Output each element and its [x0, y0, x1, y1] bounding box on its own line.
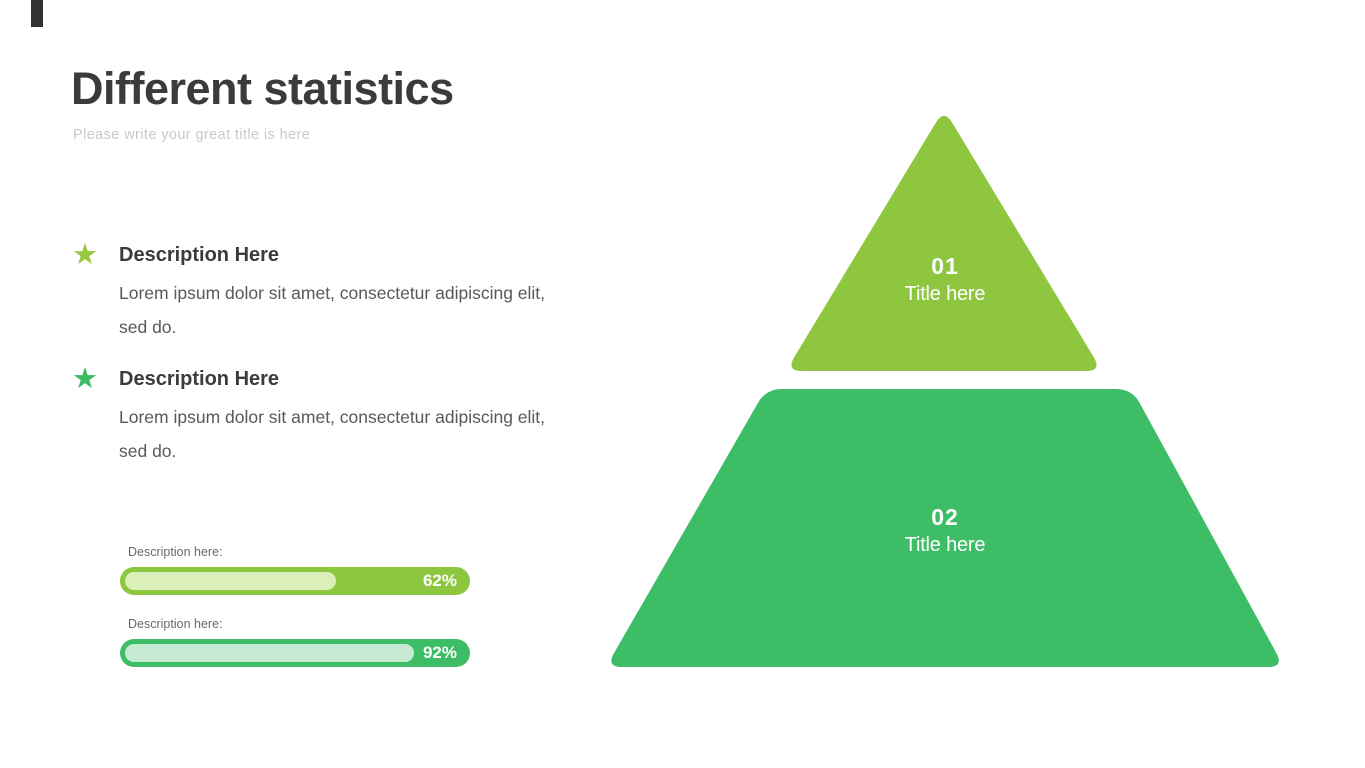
- pyramid-level-1-label: 01 Title here: [595, 252, 1295, 308]
- bullet-heading: Description Here: [119, 244, 280, 266]
- pyramid-level-title: Title here: [904, 534, 986, 556]
- pyramid-bottom-trapezoid: [611, 389, 1279, 667]
- progress-fill: [125, 644, 414, 662]
- page-subtitle: Please write your great title is here: [73, 127, 311, 143]
- pyramid-diagram: 01 Title here 02 Title here: [595, 95, 1295, 680]
- progress-bars-section: Description here: 62% Description here: …: [120, 545, 470, 667]
- pyramid-level-number: 01: [931, 253, 959, 279]
- progress-value: 62%: [422, 571, 457, 590]
- bullet-item-2: ★ Description Here Lorem ipsum dolor sit…: [72, 363, 592, 468]
- pyramid-shapes: [611, 115, 1279, 667]
- pyramid-level-number: 02: [931, 504, 959, 530]
- progress-bar-62: 62%: [120, 567, 470, 595]
- bullet-list: ★ Description Here Lorem ipsum dolor sit…: [72, 239, 592, 468]
- progress-group-1: Description here: 62%: [120, 545, 470, 595]
- bullet-body-text: Lorem ipsum dolor sit amet, consectetur …: [119, 283, 546, 337]
- page-title: Different statistics: [71, 63, 454, 114]
- star-icon: ★: [72, 363, 98, 395]
- progress-track: [125, 644, 465, 662]
- progress-label: Description here:: [128, 545, 223, 559]
- bullet-item-1: ★ Description Here Lorem ipsum dolor sit…: [72, 239, 592, 344]
- bullet-heading: Description Here: [119, 368, 280, 390]
- pyramid-top-triangle: [791, 115, 1097, 371]
- progress-group-2: Description here: 92%: [120, 617, 470, 667]
- progress-value: 92%: [422, 643, 457, 662]
- bullet-body-text: Lorem ipsum dolor sit amet, consectetur …: [119, 407, 546, 461]
- pyramid-level-title: Title here: [904, 283, 986, 305]
- corner-accent-bar: [31, 0, 43, 27]
- progress-track: [125, 572, 465, 590]
- bullet-content: Description Here Lorem ipsum dolor sit a…: [119, 366, 556, 468]
- star-icon: ★: [72, 239, 98, 271]
- progress-bar-92: 92%: [120, 639, 470, 667]
- bullet-content: Description Here Lorem ipsum dolor sit a…: [119, 242, 556, 344]
- pyramid-level-2-label: 02 Title here: [595, 503, 1295, 559]
- progress-label: Description here:: [128, 617, 223, 631]
- progress-fill: [125, 572, 336, 590]
